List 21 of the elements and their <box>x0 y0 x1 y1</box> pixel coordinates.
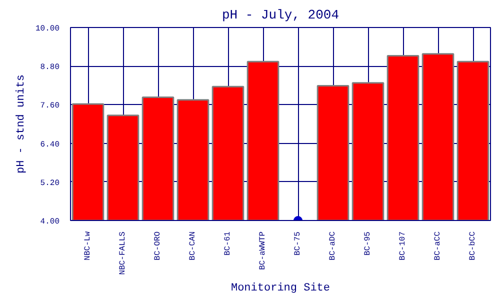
x-tick-label: NBC-FALLS <box>118 231 128 275</box>
x-tick-label: NBC-Lw <box>84 231 92 260</box>
x-tick-label: BC-aDC <box>328 231 338 260</box>
x-tick-label: BC-bCC <box>468 231 478 260</box>
x-tick-label: BC-aWWTP <box>258 231 268 270</box>
y-tick-label: 10.00 <box>35 24 60 34</box>
x-tick-label: BC-CAN <box>188 231 198 260</box>
y-tick-label: 6.40 <box>40 140 60 150</box>
y-tick-label: 7.60 <box>40 102 60 111</box>
chart-title: pH - July, 2004 <box>222 8 340 22</box>
y-tick-label: 5.20 <box>40 178 60 188</box>
x-tick-label: BC-61 <box>224 231 232 256</box>
x-tick-label: BC-75 <box>294 231 302 256</box>
y-tick-label: 8.80 <box>40 63 60 72</box>
x-axis-title: Monitoring Site <box>230 282 330 295</box>
y-axis-title: pH - stnd units <box>15 74 28 174</box>
x-tick-label: BC-95 <box>364 231 372 256</box>
y-tick-label: 4.00 <box>40 218 60 226</box>
x-tick-label: BC-aCC <box>434 231 442 260</box>
x-tick-label: BC-107 <box>398 231 408 260</box>
x-tick-label: BC-ORO <box>154 231 162 260</box>
